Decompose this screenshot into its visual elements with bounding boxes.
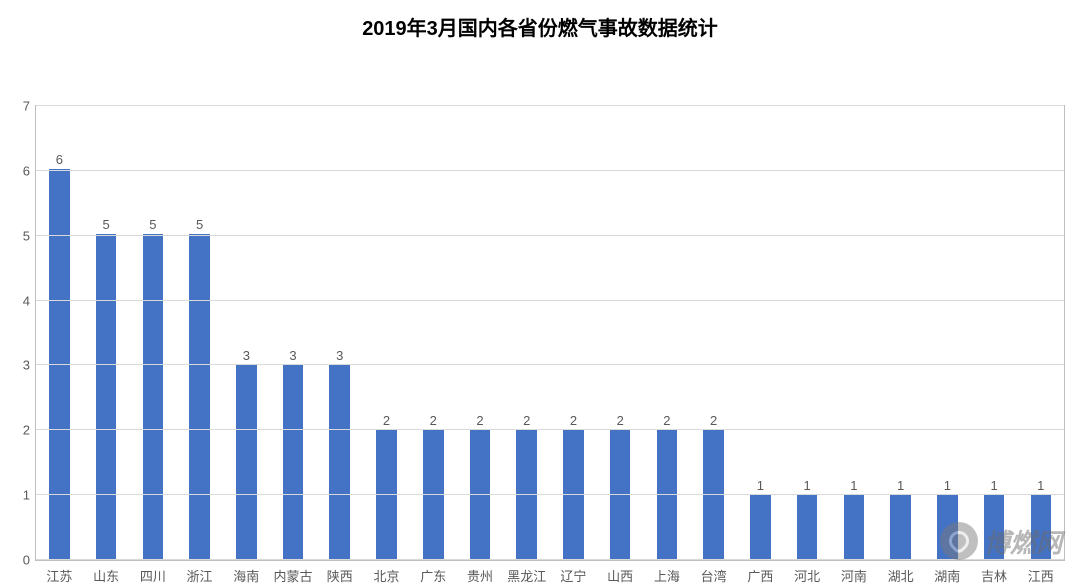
gridline: [36, 364, 1064, 365]
x-tick-label: 广东: [420, 560, 446, 585]
bar-value-label: 1: [944, 478, 951, 493]
bar-value-label: 1: [757, 478, 764, 493]
bar: [890, 495, 911, 560]
y-tick-label: 1: [23, 488, 36, 503]
y-tick-label: 4: [23, 293, 36, 308]
bar: [96, 234, 117, 560]
bar-slot: 5浙江: [176, 106, 223, 560]
bar-value-label: 2: [383, 413, 390, 428]
x-tick-label: 海南: [233, 560, 259, 585]
bar-slot: 3陕西: [316, 106, 363, 560]
bar-slot: 1湖北: [877, 106, 924, 560]
gridline: [36, 105, 1064, 106]
x-tick-label: 湖南: [934, 560, 960, 585]
x-tick-label: 台湾: [701, 560, 727, 585]
bar-slot: 2贵州: [457, 106, 504, 560]
bar-slot: 6江苏: [36, 106, 83, 560]
x-tick-label: 上海: [654, 560, 680, 585]
bar: [283, 365, 304, 560]
x-tick-label: 湖北: [888, 560, 914, 585]
bar-slot: 1湖南: [924, 106, 971, 560]
x-tick-label: 江苏: [46, 560, 72, 585]
watermark-text: 博燃网: [984, 523, 1062, 560]
x-tick-label: 吉林: [981, 560, 1007, 585]
plot-area: 6江苏5山东5四川5浙江3海南3内蒙古3陕西2北京2广东2贵州2黑龙江2辽宁2山…: [35, 105, 1065, 561]
x-tick-label: 浙江: [187, 560, 213, 585]
x-tick-label: 贵州: [467, 560, 493, 585]
bar-slot: 5山东: [83, 106, 130, 560]
x-tick-label: 河北: [794, 560, 820, 585]
bar-value-label: 3: [289, 348, 296, 363]
bar-value-label: 2: [710, 413, 717, 428]
y-tick-label: 5: [23, 228, 36, 243]
bar-slot: 1河南: [830, 106, 877, 560]
bar: [750, 495, 771, 560]
x-tick-label: 北京: [373, 560, 399, 585]
bar-slot: 5四川: [129, 106, 176, 560]
bar: [844, 495, 865, 560]
chat-bubble-icon: [940, 522, 978, 560]
bar: [189, 234, 210, 560]
chart-title: 2019年3月国内各省份燃气事故数据统计: [0, 0, 1080, 49]
bar: [797, 495, 818, 560]
gridline: [36, 494, 1064, 495]
x-tick-label: 辽宁: [560, 560, 586, 585]
x-tick-label: 广西: [747, 560, 773, 585]
y-tick-label: 7: [23, 99, 36, 114]
bar-value-label: 6: [56, 152, 63, 167]
gridline: [36, 235, 1064, 236]
gridline: [36, 300, 1064, 301]
bar-value-label: 3: [243, 348, 250, 363]
bar-slot: 2辽宁: [550, 106, 597, 560]
gridline: [36, 559, 1064, 560]
bar-value-label: 2: [570, 413, 577, 428]
bar-slot: 2上海: [644, 106, 691, 560]
bar-value-label: 1: [804, 478, 811, 493]
bar-value-label: 1: [990, 478, 997, 493]
bar-slot: 1广西: [737, 106, 784, 560]
bar-slot: 1江西: [1017, 106, 1064, 560]
bar-value-label: 1: [850, 478, 857, 493]
bar: [329, 365, 350, 560]
bar-slot: 2广东: [410, 106, 457, 560]
bar-value-label: 5: [196, 217, 203, 232]
x-tick-label: 山西: [607, 560, 633, 585]
watermark: 博燃网: [940, 522, 1062, 560]
x-tick-label: 河南: [841, 560, 867, 585]
bar-value-label: 3: [336, 348, 343, 363]
bar-value-label: 2: [476, 413, 483, 428]
bar-value-label: 2: [617, 413, 624, 428]
y-tick-label: 0: [23, 553, 36, 568]
bar-value-label: 1: [897, 478, 904, 493]
bar-slot: 1河北: [784, 106, 831, 560]
bar: [236, 365, 257, 560]
bar-slot: 3内蒙古: [270, 106, 317, 560]
y-tick-label: 3: [23, 358, 36, 373]
bar-value-label: 1: [1037, 478, 1044, 493]
bar-value-label: 5: [102, 217, 109, 232]
gridline: [36, 170, 1064, 171]
bar-value-label: 2: [663, 413, 670, 428]
bar-slot: 2北京: [363, 106, 410, 560]
bars-layer: 6江苏5山东5四川5浙江3海南3内蒙古3陕西2北京2广东2贵州2黑龙江2辽宁2山…: [36, 106, 1064, 560]
bar-slot: 2台湾: [690, 106, 737, 560]
x-tick-label: 四川: [140, 560, 166, 585]
gridline: [36, 429, 1064, 430]
x-tick-label: 黑龙江: [507, 560, 546, 585]
bar-value-label: 2: [523, 413, 530, 428]
y-tick-label: 6: [23, 163, 36, 178]
x-tick-label: 陕西: [327, 560, 353, 585]
bar-slot: 1吉林: [971, 106, 1018, 560]
bar: [143, 234, 164, 560]
x-tick-label: 江西: [1028, 560, 1054, 585]
bar-slot: 2山西: [597, 106, 644, 560]
bar-slot: 3海南: [223, 106, 270, 560]
y-tick-label: 2: [23, 423, 36, 438]
bar-slot: 2黑龙江: [503, 106, 550, 560]
x-tick-label: 内蒙古: [274, 560, 313, 585]
x-tick-label: 山东: [93, 560, 119, 585]
bar-value-label: 2: [430, 413, 437, 428]
bar-value-label: 5: [149, 217, 156, 232]
